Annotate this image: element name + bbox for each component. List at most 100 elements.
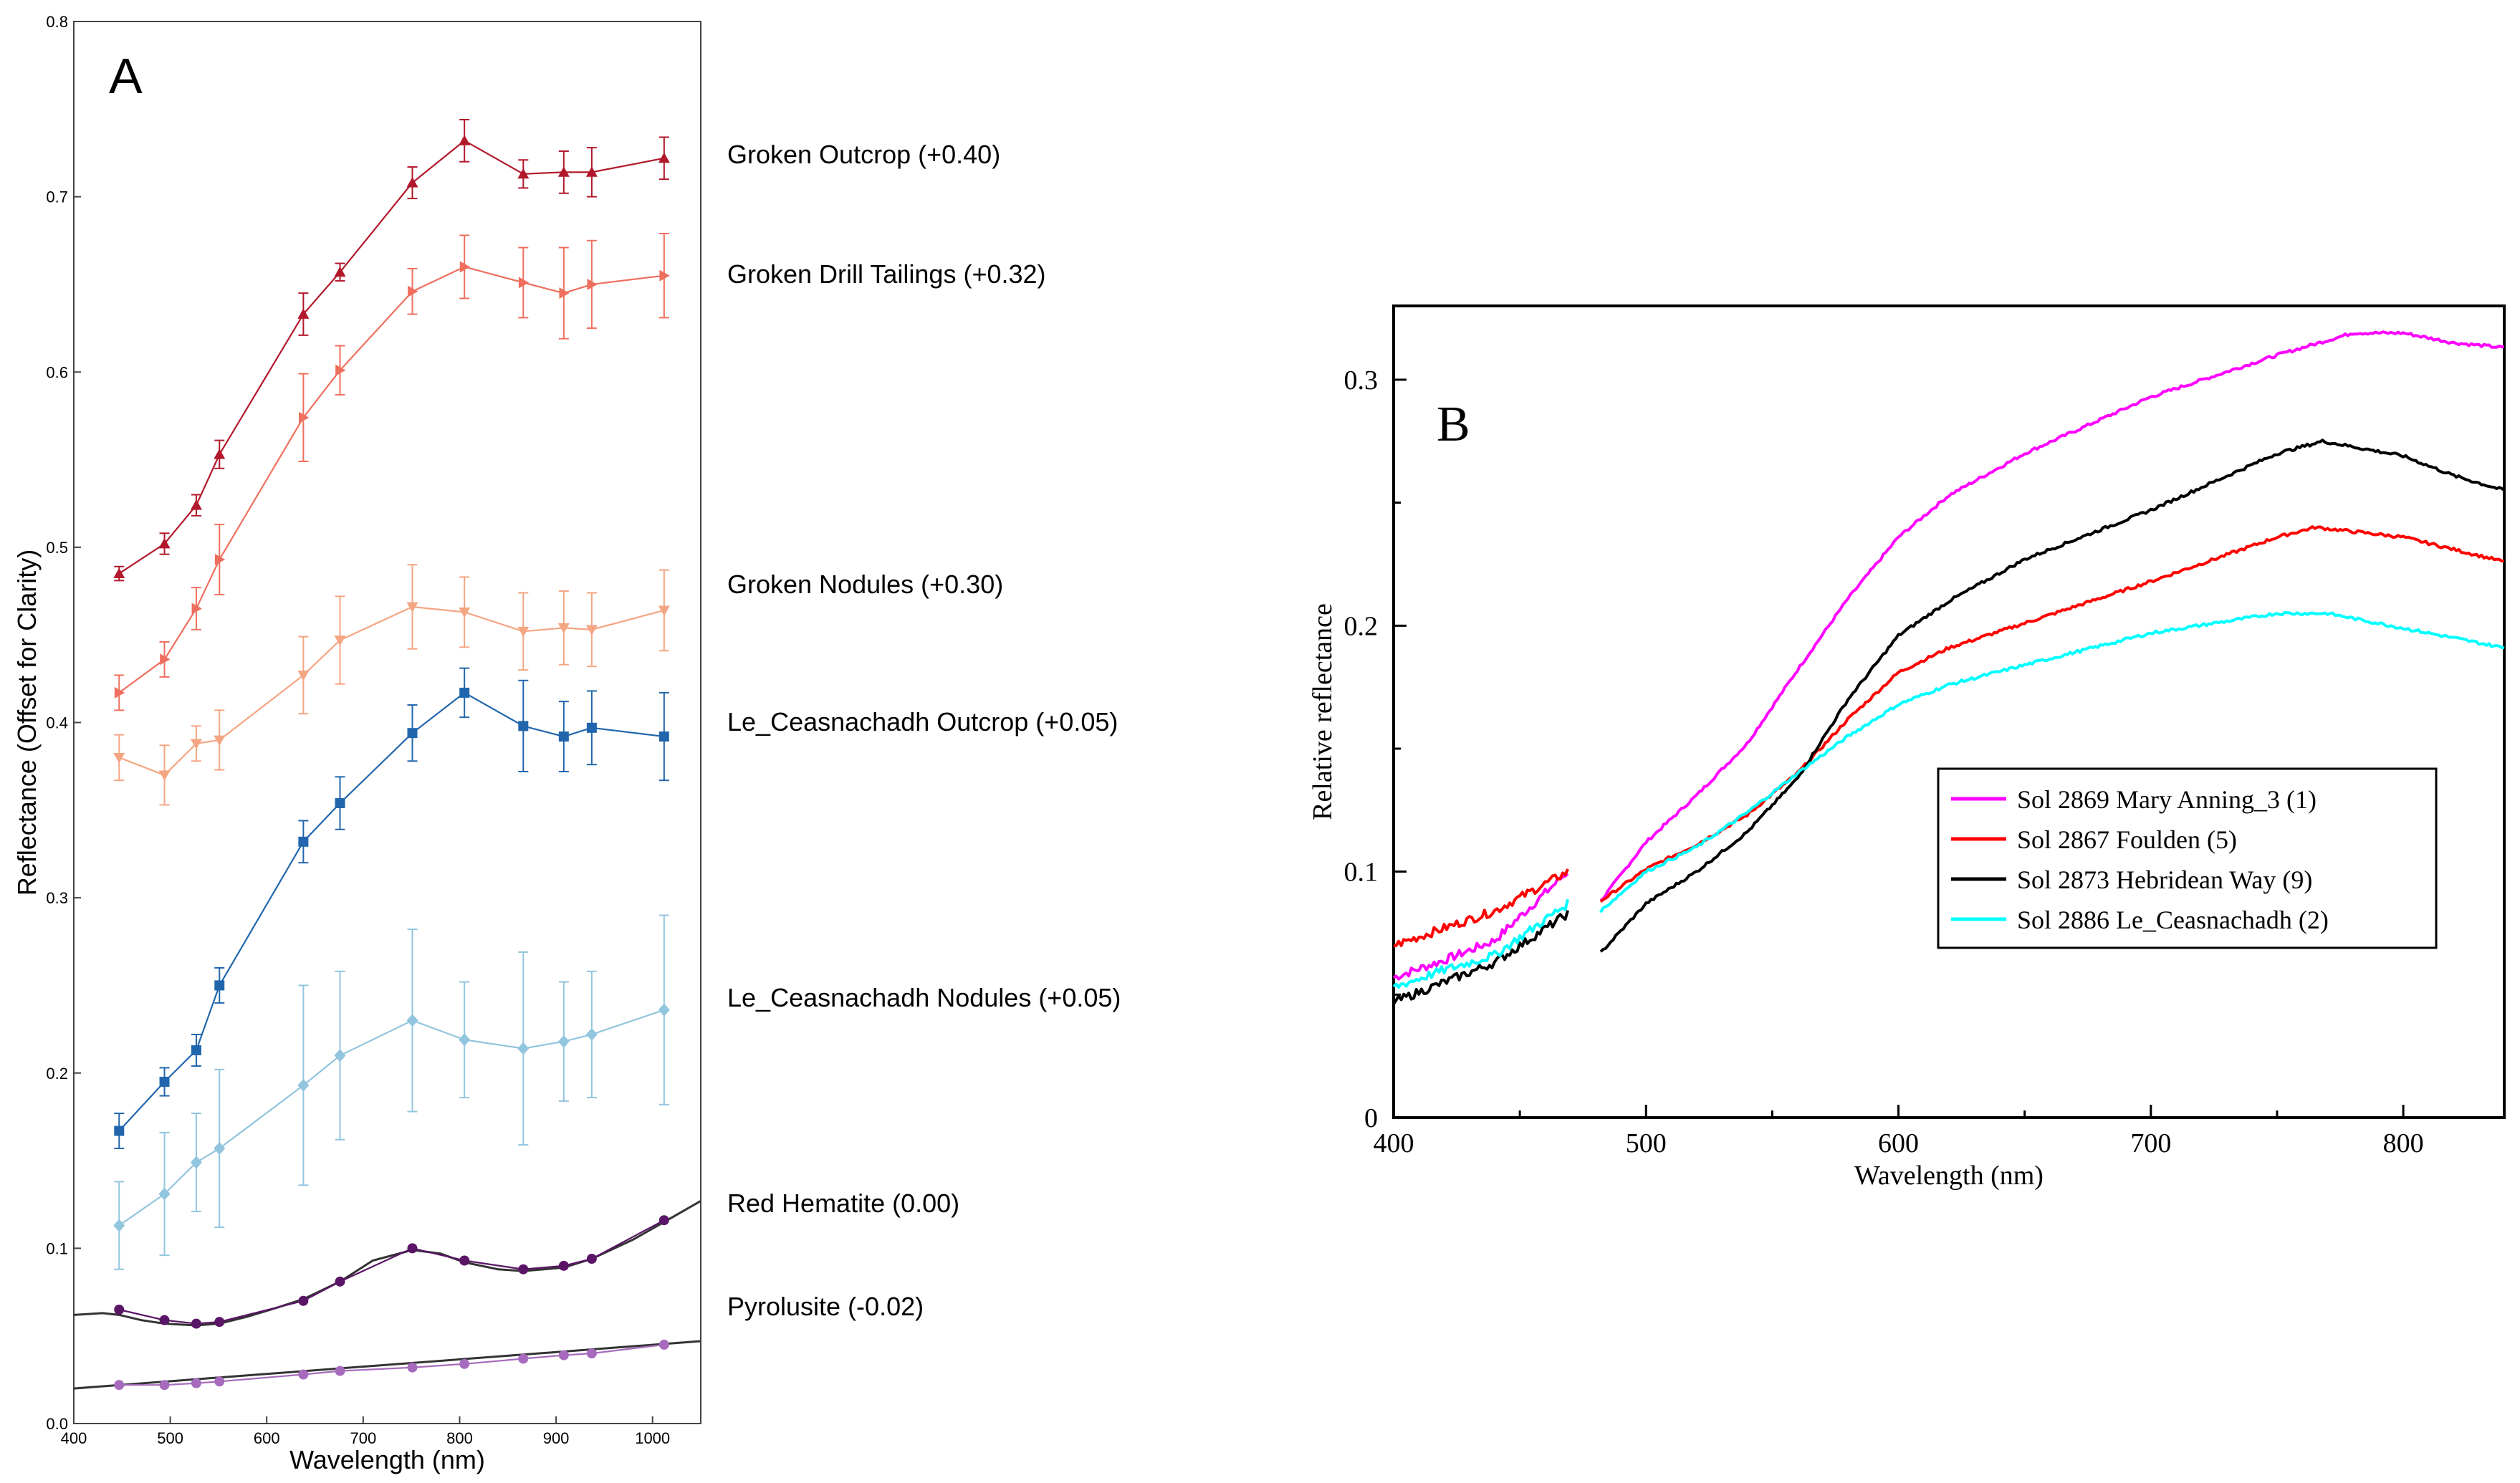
panel-a-data-point <box>159 1380 170 1391</box>
panel-a-data-point <box>558 1260 569 1271</box>
panel-a-data-point <box>190 499 202 510</box>
panel-a-data-point <box>114 1304 125 1315</box>
panel-b-axes: 400 500 600 700 800 0 0.1 0.2 0.3 <box>1344 365 2424 1158</box>
panel-a-reference-curve <box>73 1200 701 1327</box>
panel-a-data-point <box>191 1045 201 1055</box>
panel-a-data-point <box>214 1317 225 1328</box>
panel-b-spectrum-line <box>1599 438 2506 953</box>
panel-a-series-line <box>118 266 664 693</box>
panel-b-spectrum-line <box>1599 330 2505 902</box>
panel-b-legend-box <box>1937 767 2438 949</box>
panel-a-series-7 <box>73 1339 701 1391</box>
panel-a-data-point <box>518 1353 529 1364</box>
panel-a-series-label: Groken Drill Tailings (+0.32) <box>727 259 1046 289</box>
panel-a-data-point <box>214 735 226 746</box>
panel-a-data-point <box>158 537 171 549</box>
panel-b-x-tick-label: 400 <box>1374 1128 1414 1158</box>
panel-b-legend-label: Sol 2873 Hebridean Way (9) <box>2017 865 2312 894</box>
panel-a-reference-curve <box>73 1340 701 1390</box>
panel-b-spectrum-line <box>1393 868 1569 948</box>
panel-a-data-point <box>406 1014 418 1027</box>
panel-a-data-point <box>407 1243 418 1254</box>
panel-a-data-point <box>658 1339 669 1350</box>
panel-b-spectrum-line <box>1392 910 1570 1005</box>
panel-a-data-point <box>159 1315 170 1325</box>
panel-a-series-label: Groken Outcrop (+0.40) <box>727 140 1000 169</box>
panel-a-series-label: Le_Ceasnachadh Nodules (+0.05) <box>727 983 1121 1012</box>
panel-a-data-point <box>298 411 310 423</box>
panel-a-series-5 <box>113 914 670 1270</box>
panel-a-y-tick-label: 0.3 <box>46 889 68 907</box>
panel-a-data-point <box>558 1350 569 1360</box>
panel-a-data-point <box>214 1376 225 1387</box>
panel-a-x-tick-label: 1000 <box>635 1429 670 1447</box>
panel-b-legend-label: Sol 2886 Le_Ceasnachadh (2) <box>2017 906 2329 934</box>
panel-a-x-tick-label: 800 <box>446 1429 473 1447</box>
panel-b-y-axis-label: Relative reflectance <box>1308 603 1338 820</box>
panel-a-data-point <box>586 722 597 733</box>
panel-a-data-point <box>297 308 310 319</box>
panel-a-data-point <box>459 261 471 273</box>
panel-b-series-3 <box>1392 438 2506 1005</box>
panel-a-data-point <box>659 269 670 282</box>
panel-a-y-tick-label: 0.8 <box>46 13 68 31</box>
panel-a-data-point <box>406 602 418 613</box>
panel-b-y-tick-label: 0.1 <box>1344 858 1379 888</box>
panel-a-y-tick-label: 0.4 <box>46 714 68 732</box>
panel-a-series-line <box>118 605 665 777</box>
panel-a-series-3 <box>113 564 670 806</box>
panel-a-plot-frame <box>73 21 701 1424</box>
panel-a-data-point <box>459 607 471 618</box>
panel-a-data-point <box>586 1254 597 1264</box>
panel-a-series-label: Pyrolusite (-0.02) <box>727 1292 924 1321</box>
panel-b-letter: B <box>1437 397 1470 452</box>
panel-a-data-point <box>190 739 202 749</box>
panel-a-series-label: Groken Nodules (+0.30) <box>727 570 1003 599</box>
panel-a-series-4 <box>114 667 669 1149</box>
panel-a-data-point <box>214 980 225 991</box>
panel-a-y-tick-label: 0.2 <box>46 1065 68 1083</box>
panel-a-data-point <box>658 605 670 616</box>
panel-b-plot-frame <box>1392 304 2506 1119</box>
panel-a-data-point <box>517 1042 530 1055</box>
panel-a-data-point <box>113 567 125 578</box>
panel-a-y-tick-label: 0.6 <box>46 363 68 381</box>
panel-a-series-line <box>118 691 664 1132</box>
panel-a-chart: 400 500 600 700 800 900 1000 0.0 0.1 0.2 0.3 0.4 0.5… <box>12 13 1121 1474</box>
panel-b-spectrum-line <box>1599 525 2505 903</box>
panel-b-x-tick-label: 600 <box>1878 1128 1919 1158</box>
panel-b-y-tick-label: 0.2 <box>1344 611 1379 641</box>
panel-a-data-point <box>585 166 598 177</box>
panel-a-data-point <box>298 1295 309 1306</box>
panel-a-data-point <box>335 1276 345 1287</box>
panel-b-spectrum-line <box>1599 610 2505 913</box>
panel-a-data-point <box>407 1362 418 1373</box>
panel-a-data-point <box>298 836 309 847</box>
panel-b-x-axis-label: Wavelength (nm) <box>1854 1161 2044 1191</box>
panel-a-data-point <box>518 721 529 731</box>
panel-a-data-point <box>517 168 530 179</box>
panel-a-data-point <box>518 1264 529 1275</box>
panel-a-data-point <box>517 626 530 638</box>
panel-b-series-1 <box>1393 330 2505 981</box>
panel-a-series-label: Red Hematite (0.00) <box>727 1189 959 1218</box>
panel-a-series-2 <box>114 232 670 711</box>
panel-a-data-point <box>407 728 418 739</box>
panel-a-data-point <box>334 635 346 646</box>
panel-b-series-4 <box>1392 610 2505 989</box>
panel-a-data-point <box>334 266 346 277</box>
panel-a-data-point <box>114 1126 125 1136</box>
panel-b-spectrum-line <box>1392 898 1570 989</box>
panel-a-series-line <box>119 1219 665 1325</box>
panel-a-data-point <box>214 1141 226 1155</box>
panel-a-series-labels: Groken Outcrop (+0.40) Groken Drill Taili… <box>727 140 1121 1321</box>
panel-a-data-point <box>557 623 570 634</box>
panel-a-data-point <box>557 1035 570 1048</box>
panel-a-data-point <box>214 553 226 565</box>
panel-a-data-point <box>113 1219 125 1232</box>
panel-a-y-axis-label: Reflectance (Offset for Clarity) <box>12 549 42 896</box>
panel-a-y-tick-label: 0.1 <box>46 1239 68 1257</box>
panel-a-series-6 <box>73 1200 701 1329</box>
panel-b-data-lines <box>1392 330 2506 1005</box>
